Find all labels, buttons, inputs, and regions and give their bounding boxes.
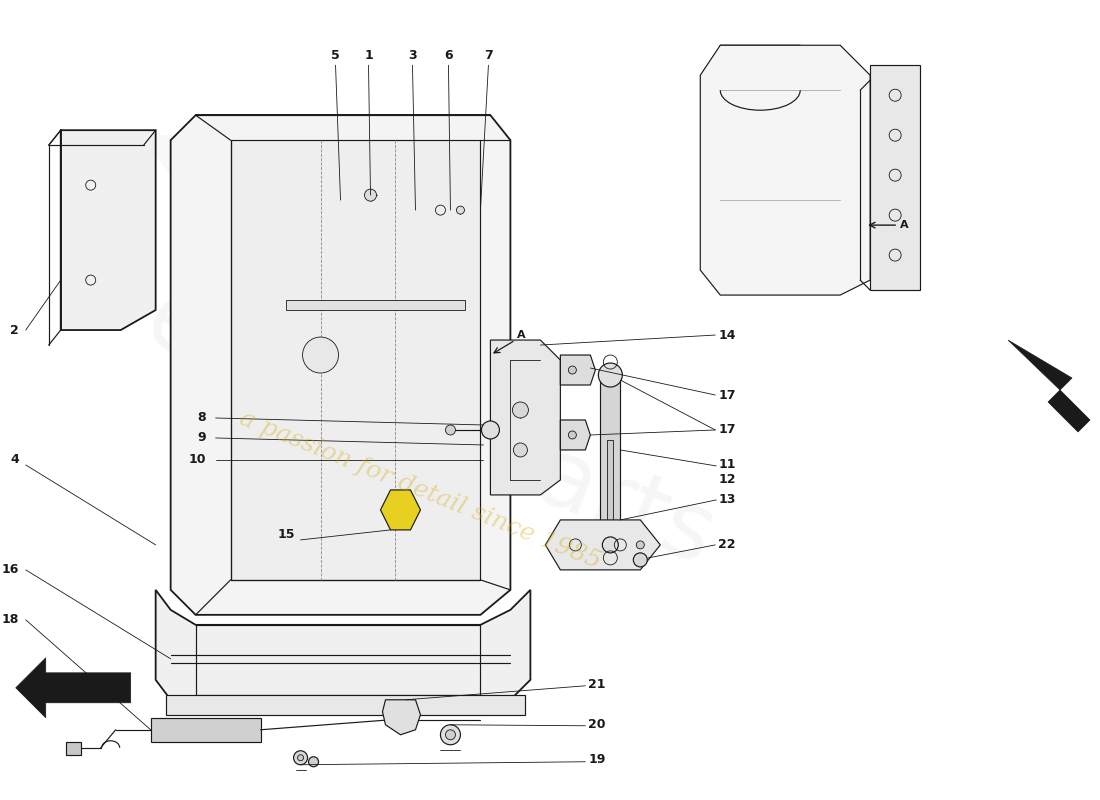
Circle shape <box>456 206 464 214</box>
Text: 14: 14 <box>718 329 736 342</box>
Text: 13: 13 <box>718 494 736 506</box>
Circle shape <box>302 337 339 373</box>
Text: 6: 6 <box>444 49 453 62</box>
Circle shape <box>446 730 455 740</box>
Text: 17: 17 <box>718 389 736 402</box>
Text: 1: 1 <box>364 49 373 62</box>
Polygon shape <box>491 340 560 495</box>
Polygon shape <box>381 490 420 530</box>
Polygon shape <box>166 694 526 714</box>
Text: 3: 3 <box>408 49 417 62</box>
Circle shape <box>514 443 527 457</box>
Polygon shape <box>701 46 870 295</box>
Text: 12: 12 <box>718 474 736 486</box>
Polygon shape <box>286 300 465 310</box>
Polygon shape <box>870 66 920 290</box>
Circle shape <box>294 750 308 765</box>
Polygon shape <box>560 355 595 385</box>
Text: 15: 15 <box>278 529 296 542</box>
Polygon shape <box>156 590 530 700</box>
Polygon shape <box>383 700 420 734</box>
Circle shape <box>569 366 576 374</box>
Circle shape <box>309 757 319 766</box>
Text: 8: 8 <box>197 411 206 425</box>
Polygon shape <box>15 658 131 718</box>
Circle shape <box>364 189 376 201</box>
Text: 2: 2 <box>10 323 19 337</box>
Text: 21: 21 <box>588 678 606 691</box>
Polygon shape <box>60 130 156 330</box>
Polygon shape <box>607 440 614 540</box>
Text: 10: 10 <box>188 454 206 466</box>
Text: 19: 19 <box>588 754 606 766</box>
Circle shape <box>298 754 304 761</box>
Text: 22: 22 <box>718 538 736 551</box>
Text: A: A <box>517 330 526 340</box>
Circle shape <box>482 421 499 439</box>
Polygon shape <box>170 115 510 615</box>
Polygon shape <box>156 135 510 615</box>
Polygon shape <box>66 742 80 754</box>
Text: 9: 9 <box>197 431 206 445</box>
Polygon shape <box>231 140 481 580</box>
Polygon shape <box>601 375 620 530</box>
Text: 11: 11 <box>718 458 736 471</box>
Circle shape <box>513 402 528 418</box>
Polygon shape <box>546 520 660 570</box>
Circle shape <box>598 363 623 387</box>
Polygon shape <box>151 718 261 742</box>
Text: 7: 7 <box>484 49 493 62</box>
Circle shape <box>603 537 618 553</box>
Text: 4: 4 <box>10 454 19 466</box>
Text: A: A <box>900 220 909 230</box>
Circle shape <box>636 541 645 549</box>
Text: a passion for detail since 1985: a passion for detail since 1985 <box>236 406 605 574</box>
Text: 17: 17 <box>718 423 736 437</box>
Circle shape <box>634 553 647 567</box>
Text: eurocarparts: eurocarparts <box>133 274 728 586</box>
Circle shape <box>440 725 461 745</box>
Text: 5: 5 <box>331 49 340 62</box>
Polygon shape <box>720 46 800 115</box>
Polygon shape <box>560 420 591 450</box>
Text: 18: 18 <box>1 614 19 626</box>
Circle shape <box>569 431 576 439</box>
Text: 20: 20 <box>588 718 606 731</box>
Text: 16: 16 <box>1 563 19 576</box>
Polygon shape <box>1008 340 1090 432</box>
Circle shape <box>446 425 455 435</box>
